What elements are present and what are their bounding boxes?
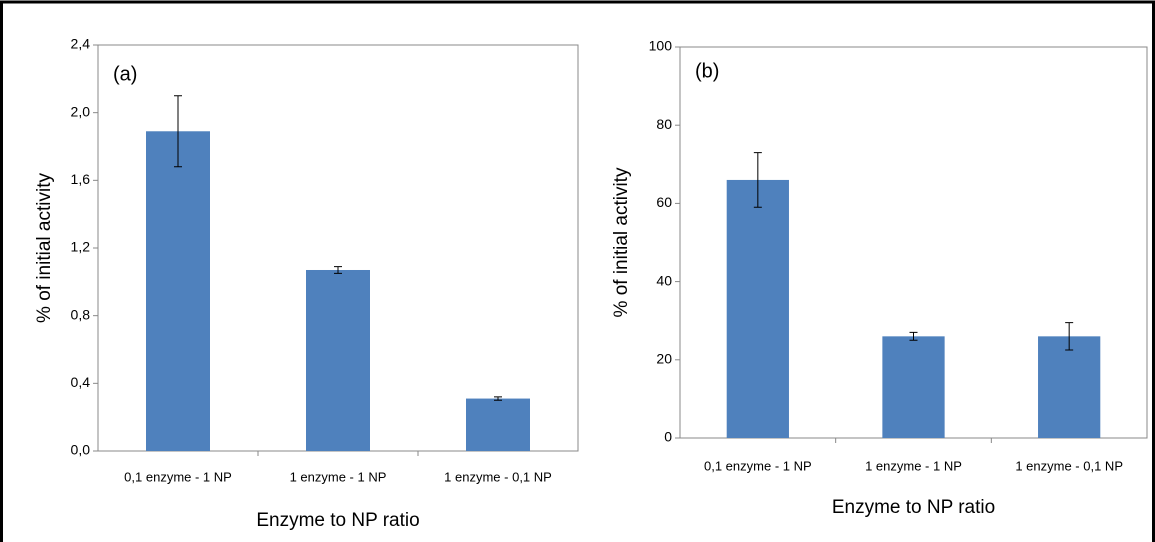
bar xyxy=(1038,336,1101,438)
bar xyxy=(726,179,789,438)
x-tick-label: 1 enzyme - 1 NP xyxy=(290,469,387,484)
y-tick-label: 1,6 xyxy=(71,171,91,187)
y-tick-label: 20 xyxy=(656,351,672,367)
error-bar xyxy=(174,95,182,168)
bar xyxy=(306,269,370,451)
x-tick-label: 1 enzyme - 0,1 NP xyxy=(444,469,552,484)
x-tick-label: 0,1 enzyme - 1 NP xyxy=(124,469,232,484)
error-bar xyxy=(1065,322,1074,351)
y-axis-label: % of initial activity xyxy=(611,167,632,317)
y-tick-label: 0 xyxy=(664,429,672,445)
y-tick-label: 60 xyxy=(656,194,672,210)
bar xyxy=(882,336,945,438)
y-tick-label: 1,2 xyxy=(71,239,91,255)
x-tick-label: 0,1 enzyme - 1 NP xyxy=(704,458,812,473)
error-bar xyxy=(909,331,918,341)
x-axis-label: Enzyme to NP ratio xyxy=(256,510,419,531)
x-tick-label: 1 enzyme - 1 NP xyxy=(865,458,962,473)
x-axis-label: Enzyme to NP ratio xyxy=(832,497,995,518)
annotation: (b) xyxy=(695,60,719,82)
error-bar xyxy=(753,152,762,208)
y-tick-label: 0,0 xyxy=(71,442,91,458)
annotation: (a) xyxy=(113,63,137,85)
error-bar xyxy=(334,266,342,274)
error-bar xyxy=(494,396,502,401)
x-tick-label: 1 enzyme - 0,1 NP xyxy=(1015,458,1123,473)
y-tick-label: 2,4 xyxy=(71,36,91,52)
y-tick-label: 40 xyxy=(656,272,672,288)
y-tick-label: 0,8 xyxy=(71,306,91,322)
y-tick-label: 0,4 xyxy=(71,374,91,390)
y-axis-label: % of initial activity xyxy=(34,173,55,323)
bar xyxy=(466,398,530,451)
bar xyxy=(146,131,210,451)
y-tick-label: 2,0 xyxy=(71,103,91,119)
y-tick-label: 80 xyxy=(656,116,672,132)
y-tick-label: 100 xyxy=(649,38,673,54)
